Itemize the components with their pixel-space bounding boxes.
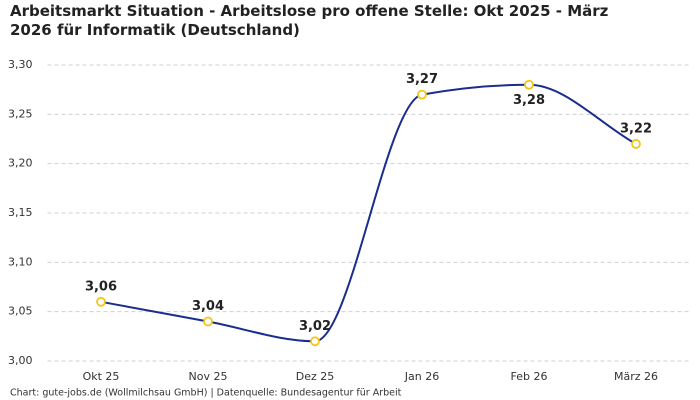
y-tick-label: 3,30 xyxy=(8,58,33,71)
y-tick-label: 3,00 xyxy=(8,354,33,367)
point xyxy=(524,79,534,90)
point xyxy=(96,296,106,307)
x-tick-label: Jan 26 xyxy=(404,370,439,383)
x-tick-label: Okt 25 xyxy=(83,370,120,383)
value-label: 3,06 xyxy=(85,279,117,294)
value-label: 3,28 xyxy=(513,93,545,108)
y-tick-label: 3,15 xyxy=(8,206,33,219)
chart-title: Arbeitsmarkt Situation - Arbeitslose pro… xyxy=(10,2,609,39)
value-label: 3,27 xyxy=(406,72,438,87)
point xyxy=(631,139,641,149)
point xyxy=(203,316,213,327)
x-tick-label: Nov 25 xyxy=(189,370,228,383)
y-tick-label: 3,25 xyxy=(8,107,33,120)
value-label: 3,04 xyxy=(192,299,224,314)
point xyxy=(417,89,427,100)
y-tick-label: 3,20 xyxy=(8,157,33,170)
value-label: 3,02 xyxy=(299,319,331,334)
x-tick-label: Feb 26 xyxy=(511,370,548,383)
x-tick-label: Dez 25 xyxy=(296,370,335,383)
x-tick-label: März 26 xyxy=(614,370,658,383)
point xyxy=(310,336,320,347)
y-tick-label: 3,05 xyxy=(8,305,33,318)
y-tick-label: 3,10 xyxy=(8,255,33,268)
source: Chart: gute-jobs.de (Wollmilchsau GmbH) … xyxy=(10,388,402,399)
value-label: 3,22 xyxy=(620,121,652,136)
